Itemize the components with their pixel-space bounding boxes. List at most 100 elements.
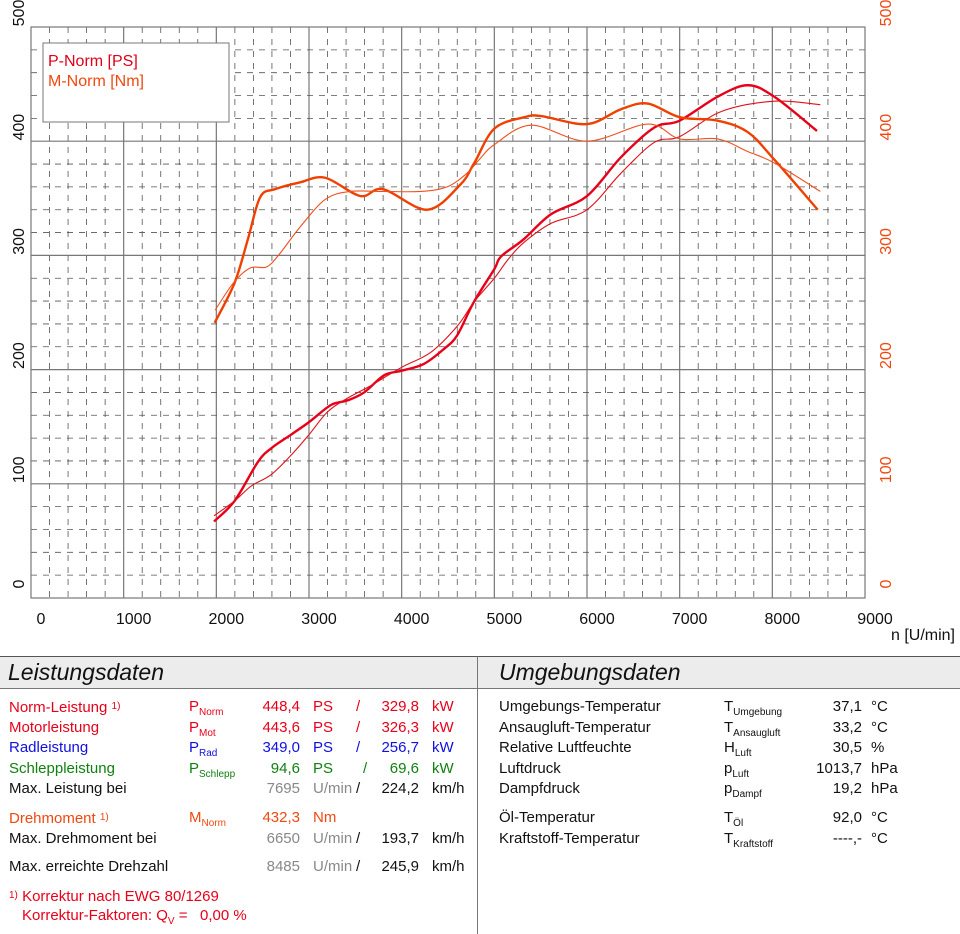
- separator: /: [356, 698, 361, 715]
- max-power-rpm: 7695: [266, 780, 300, 797]
- power-row-ps-value: 443,6: [262, 719, 300, 736]
- env-row-symbol: TÖl: [724, 809, 744, 829]
- umgebungsdaten-panel: Umgebungsdaten Umgebungs-Temperatur TUmge…: [478, 656, 960, 934]
- power-row-symbol: PSchlepp: [189, 760, 236, 780]
- max-rpm-speed-unit: km/h: [432, 858, 465, 875]
- max-power-speed: 224,2: [381, 780, 419, 797]
- env-row-symbol: HLuft: [724, 739, 752, 759]
- legend-box: [42, 42, 230, 123]
- y-tick-label-left: 0: [11, 579, 28, 588]
- power-row-ps-unit: PS: [313, 698, 334, 715]
- power-row-ps-unit: PS: [313, 719, 334, 736]
- x-tick-label: 8000: [765, 611, 801, 628]
- y-tick-label-left: 300: [11, 228, 28, 255]
- env-row-unit: °C: [871, 830, 888, 847]
- y-tick-label-left: 400: [11, 114, 28, 141]
- power-row-label: Schleppleistung: [9, 760, 115, 777]
- env-row-value: 19,2: [832, 780, 862, 797]
- power-row-kw-value: 256,7: [381, 739, 419, 756]
- power-row-ps-value: 349,0: [262, 739, 300, 756]
- leistungsdaten-panel: Leistungsdaten Norm-Leistung 1) PNorm 448,…: [0, 656, 478, 934]
- x-tick-label: 3000: [301, 611, 337, 628]
- torque-value: 432,3: [262, 809, 300, 826]
- env-row-symbol: TUmgebung: [724, 698, 783, 718]
- x-tick-label: 7000: [672, 611, 708, 628]
- legend-entry: M-Norm [Nm]: [48, 73, 144, 90]
- panel-title: Leistungsdaten: [8, 659, 165, 685]
- y-tick-label-right: 400: [878, 114, 895, 141]
- power-row-ps-unit: PS: [313, 760, 334, 777]
- power-row-kw-unit: kW: [432, 739, 454, 756]
- y-tick-label-right: 100: [878, 456, 895, 483]
- max-power-speed-unit: km/h: [432, 780, 465, 797]
- power-row-kw-value: 329,8: [381, 698, 419, 715]
- power-row-label: Norm-Leistung 1): [9, 699, 121, 716]
- x-tick-label: 5000: [487, 611, 523, 628]
- env-row-unit: °C: [871, 809, 888, 826]
- y-tick-label-left: 100: [11, 456, 28, 483]
- legend-entry: P-Norm [PS]: [48, 53, 138, 70]
- env-row-value: 92,0: [832, 809, 862, 826]
- separator: /: [356, 780, 361, 797]
- env-row-symbol: TAnsaugluft: [724, 719, 781, 739]
- torque-label: Drehmoment 1): [9, 810, 109, 827]
- max-power-rpm-unit: U/min: [313, 780, 353, 797]
- env-row-label: Relative Luftfeuchte: [499, 739, 632, 756]
- power-row-ps-value: 448,4: [262, 698, 300, 715]
- power-row-kw-value: 69,6: [389, 760, 419, 777]
- umgebungsdaten-header: Umgebungsdaten: [478, 657, 960, 689]
- power-row-ps-unit: PS: [313, 739, 334, 756]
- env-row-label: Kraftstoff-Temperatur: [499, 830, 640, 847]
- env-row-unit: °C: [871, 698, 888, 715]
- y-tick-label-right: 200: [878, 342, 895, 369]
- env-row-value: 33,2: [832, 719, 862, 736]
- max-torque-rpm-unit: U/min: [313, 830, 353, 847]
- env-row-label: Ansaugluft-Temperatur: [499, 719, 651, 736]
- y-tick-label-right: 300: [878, 228, 895, 255]
- x-axis-label: n [U/min]: [891, 627, 955, 644]
- power-row-kw-value: 326,3: [381, 719, 419, 736]
- y-tick-label-right: 0: [878, 579, 895, 588]
- max-rpm-rpm: 8485: [266, 858, 300, 875]
- max-rpm-rpm-unit: U/min: [313, 858, 353, 875]
- leistungsdaten-header: Leistungsdaten: [0, 657, 477, 689]
- env-row-symbol: TKraftstoff: [724, 830, 774, 850]
- power-row-symbol: PRad: [189, 739, 218, 759]
- plot-frame: [30, 26, 866, 599]
- power-row-symbol: PNorm: [189, 698, 224, 718]
- max-torque-rpm: 6650: [266, 830, 300, 847]
- env-row-value: 1013,7: [816, 760, 862, 777]
- y-tick-label-left: 200: [11, 342, 28, 369]
- x-tick-label: 0: [37, 611, 46, 628]
- series-line-2: [213, 102, 819, 324]
- x-tick-label: 9000: [857, 611, 893, 628]
- power-row-label: Motorleistung: [9, 719, 100, 736]
- max-torque-speed: 193,7: [381, 830, 419, 847]
- env-row-symbol: pLuft: [724, 760, 750, 780]
- power-row-kw-unit: kW: [432, 698, 454, 715]
- separator: /: [356, 739, 361, 756]
- separator: /: [356, 830, 361, 847]
- max-rpm-speed: 245,9: [381, 858, 419, 875]
- env-row-unit: hPa: [871, 780, 898, 797]
- footnote-correction-factor: Korrektur-Faktoren: QV = 0,00 %: [22, 907, 247, 927]
- y-tick-label-left: 500: [11, 0, 28, 26]
- env-row-value: ----,-: [832, 830, 862, 847]
- power-torque-chart: 0 1000 2000 3000 4000 5000 6000 7000 8000 9000010…: [11, 0, 955, 644]
- env-row-label: Dampfdruck: [499, 780, 580, 797]
- x-tick-label: 2000: [209, 611, 245, 628]
- env-row-unit: °C: [871, 719, 888, 736]
- panel-title: Umgebungsdaten: [499, 659, 681, 685]
- power-row-ps-value: 94,6: [270, 760, 300, 777]
- max-rpm-label: Max. erreichte Drehzahl: [9, 858, 169, 875]
- x-tick-label: 6000: [579, 611, 615, 628]
- env-row-label: Luftdruck: [499, 760, 561, 777]
- env-row-value: 30,5: [832, 739, 862, 756]
- power-row-kw-unit: kW: [432, 719, 454, 736]
- power-row-symbol: PMot: [189, 719, 216, 739]
- env-row-label: Öl-Temperatur: [499, 809, 595, 826]
- env-row-unit: %: [871, 739, 885, 756]
- x-tick-label: 1000: [116, 611, 152, 628]
- max-torque-speed-unit: km/h: [432, 830, 465, 847]
